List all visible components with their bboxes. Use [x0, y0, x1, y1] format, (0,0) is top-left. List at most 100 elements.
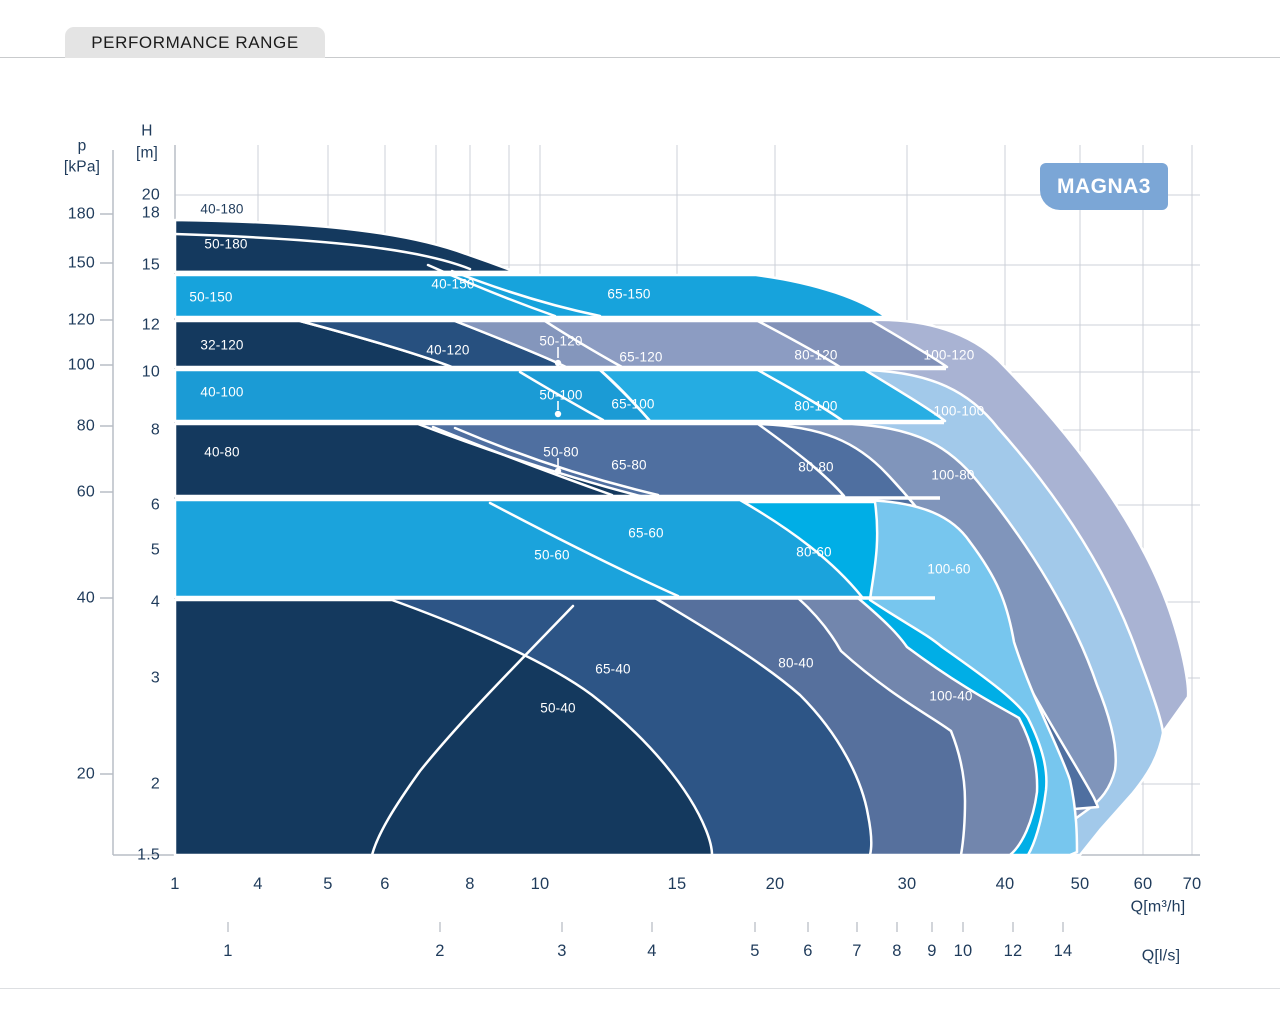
q-ls-tick-label: 2	[435, 942, 444, 960]
q-ls-tick-label: 14	[1054, 942, 1073, 960]
region-cell-40-80	[173, 422, 642, 498]
q-ls-tick-label: 5	[750, 942, 759, 960]
h-axis-header: H	[141, 123, 152, 140]
h-tick-label: 5	[151, 542, 160, 559]
h-tick-label: 12	[142, 317, 160, 334]
region-label-40-180: 40-180	[200, 202, 243, 217]
region-label-32-120: 32-120	[200, 338, 243, 353]
q-ls-tick-label: 9	[927, 942, 936, 960]
h-tick-label: 6	[151, 497, 160, 514]
q-m3h-tick-label: 10	[531, 875, 550, 893]
p-tick-label: 80	[77, 418, 95, 435]
region-label-80-80: 80-80	[798, 460, 834, 475]
h-tick-label: 4	[151, 594, 160, 611]
q-ls-tick-label: 10	[954, 942, 973, 960]
region-label-80-120: 80-120	[794, 348, 837, 363]
q-m3h-tick-label: 40	[996, 875, 1015, 893]
region-label-65-150: 65-150	[607, 287, 650, 302]
region-label-80-60: 80-60	[796, 545, 832, 560]
performance-range-tab: PERFORMANCE RANGE	[65, 27, 325, 58]
p-tick-label: 150	[68, 255, 95, 272]
region-label-100-80: 100-80	[931, 468, 974, 483]
q-m3h-tick-label: 1	[170, 875, 179, 893]
region-label-50-40: 50-40	[540, 701, 576, 716]
region-label-40-100: 40-100	[200, 385, 243, 400]
region-label-50-60: 50-60	[534, 548, 570, 563]
q-m3h-tick-label: 20	[766, 875, 785, 893]
region-label-65-100: 65-100	[611, 397, 654, 412]
region-row-180	[173, 218, 518, 274]
region-env-50-40	[173, 598, 714, 857]
region-label-65-80: 65-80	[611, 458, 647, 473]
curve-40-family	[370, 604, 575, 857]
region-cell-80-100	[756, 368, 947, 423]
q-m3h-axis-label: Q[m³/h]	[1131, 899, 1186, 916]
h-tick-label: 18	[142, 205, 160, 222]
region-label-100-120: 100-120	[924, 348, 975, 363]
bottom-rule	[0, 988, 1280, 989]
sep-40-150-65-150	[450, 269, 602, 318]
region-label-100-40: 100-40	[929, 689, 972, 704]
q-m3h-tick-label: 30	[898, 875, 917, 893]
q-ls-axis-label: Q[l/s]	[1142, 948, 1181, 965]
p-tick-label: 180	[68, 206, 95, 223]
region-label-65-40: 65-40	[595, 662, 631, 677]
split-40-180	[173, 232, 472, 271]
magna3-badge: MAGNA3	[1040, 163, 1168, 210]
region-label-40-120: 40-120	[426, 343, 469, 358]
region-label-100-100: 100-100	[934, 404, 985, 419]
region-row-150	[173, 273, 888, 319]
h-tick-label: 20	[142, 187, 160, 204]
sep-50-60-65-60	[488, 501, 680, 598]
h-tick-label: 15	[142, 257, 160, 274]
q-m3h-tick-label: 15	[668, 875, 687, 893]
p-tick-label: 120	[68, 312, 95, 329]
q-m3h-tick-label: 8	[465, 875, 474, 893]
region-row-60	[173, 498, 864, 599]
h-tick-label: 3	[151, 670, 160, 687]
sep-50-100-65-100	[598, 368, 652, 423]
leader-dot	[554, 410, 562, 418]
region-label-80-40: 80-40	[778, 656, 814, 671]
p-tick-label: 60	[77, 484, 95, 501]
q-m3h-tick-label: 4	[253, 875, 262, 893]
p-tick-label: 20	[77, 766, 95, 783]
region-label-65-60: 65-60	[628, 526, 664, 541]
leader-dot	[554, 467, 562, 475]
h-tick-label: 8	[151, 422, 160, 439]
region-label-100-60: 100-60	[927, 562, 970, 577]
q-ls-tick-label: 4	[647, 942, 656, 960]
region-label-40-80: 40-80	[204, 445, 240, 460]
region-cell-80-120	[756, 319, 949, 369]
sep-50-80-65-80	[453, 426, 660, 497]
sep-40-100-50-100	[518, 370, 605, 422]
q-ls-tick-label: 12	[1004, 942, 1023, 960]
region-label-50-100: 50-100	[539, 388, 582, 403]
header-rule	[0, 57, 1280, 58]
q-ls-tick-label: 6	[803, 942, 812, 960]
magna3-badge-label: MAGNA3	[1056, 174, 1151, 198]
leader-dot	[554, 359, 562, 367]
q-m3h-tick-label: 70	[1183, 875, 1202, 893]
q-m3h-tick-label: 5	[323, 875, 332, 893]
q-m3h-tick-label: 60	[1134, 875, 1153, 893]
q-ls-tick-label: 3	[557, 942, 566, 960]
q-ls-tick-label: 8	[892, 942, 901, 960]
region-label-50-150: 50-150	[189, 290, 232, 305]
region-label-50-80: 50-80	[543, 445, 579, 460]
q-m3h-tick-label: 6	[380, 875, 389, 893]
region-label-50-180: 50-180	[204, 237, 247, 252]
h-tick-label: 2	[151, 776, 160, 793]
region-label-50-120: 50-120	[539, 334, 582, 349]
p-tick-label: 40	[77, 590, 95, 607]
region-label-80-100: 80-100	[794, 399, 837, 414]
h-axis-header: [m]	[136, 145, 158, 162]
region-label-40-150: 40-150	[431, 277, 474, 292]
q-ls-tick-label: 1	[223, 942, 232, 960]
performance-range-tab-label: PERFORMANCE RANGE	[91, 32, 299, 52]
p-axis-header: p	[78, 138, 87, 155]
q-ls-tick-label: 7	[852, 942, 861, 960]
region-label-65-120: 65-120	[619, 350, 662, 365]
